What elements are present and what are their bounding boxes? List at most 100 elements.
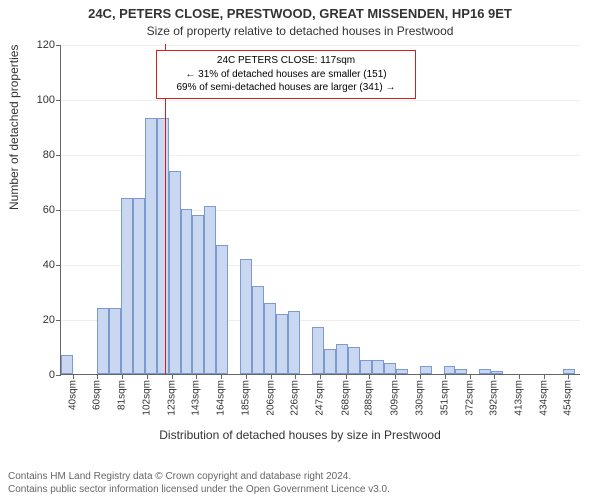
- x-tick-label: 164sqm: [216, 380, 227, 416]
- x-tick-mark: [147, 374, 148, 379]
- x-tick-label: 288sqm: [364, 380, 375, 416]
- histogram-bar: [157, 118, 169, 374]
- x-tick-mark: [246, 374, 247, 379]
- y-tick-label: 80: [43, 149, 55, 161]
- footer-line2: Contains public sector information licen…: [8, 483, 390, 496]
- x-tick-mark: [320, 374, 321, 379]
- x-tick-mark: [369, 374, 370, 379]
- histogram-bar: [396, 369, 408, 375]
- x-tick-mark: [73, 374, 74, 379]
- x-tick-label: 185sqm: [241, 380, 252, 416]
- gridline: [61, 45, 580, 46]
- x-tick-mark: [196, 374, 197, 379]
- x-tick-label: 434sqm: [538, 380, 549, 416]
- x-tick-label: 413sqm: [513, 380, 524, 416]
- x-tick-mark: [346, 374, 347, 379]
- histogram-bar: [61, 355, 73, 374]
- histogram-bar: [348, 347, 360, 375]
- x-tick-label: 123sqm: [167, 380, 178, 416]
- histogram-bar: [455, 369, 467, 375]
- x-tick-label: 330sqm: [414, 380, 425, 416]
- x-tick-label: 226sqm: [290, 380, 301, 416]
- gridline: [61, 155, 580, 156]
- plot-area: 02040608010012040sqm60sqm81sqm102sqm123s…: [60, 45, 580, 375]
- y-tick-mark: [56, 155, 61, 156]
- y-tick-mark: [56, 320, 61, 321]
- histogram-bar: [444, 366, 456, 374]
- x-tick-label: 392sqm: [488, 380, 499, 416]
- y-tick-mark: [56, 265, 61, 266]
- x-tick-mark: [172, 374, 173, 379]
- histogram-bar: [181, 209, 193, 374]
- histogram-bar: [169, 171, 181, 375]
- chart-title-line2: Size of property relative to detached ho…: [0, 24, 600, 38]
- x-tick-mark: [544, 374, 545, 379]
- x-tick-label: 40sqm: [67, 380, 78, 410]
- annotation-box: 24C PETERS CLOSE: 117sqm← 31% of detache…: [156, 50, 416, 99]
- y-tick-label: 40: [43, 259, 55, 271]
- histogram-bar: [360, 360, 372, 374]
- histogram-bar: [384, 363, 396, 374]
- x-tick-mark: [97, 374, 98, 379]
- histogram-bar: [420, 366, 432, 374]
- x-tick-mark: [395, 374, 396, 379]
- histogram-bar: [288, 311, 300, 374]
- y-tick-label: 20: [43, 314, 55, 326]
- histogram-bar: [276, 314, 288, 375]
- histogram-bar: [479, 369, 491, 375]
- footer-line1: Contains HM Land Registry data © Crown c…: [8, 470, 390, 483]
- histogram-bar: [97, 308, 109, 374]
- y-tick-mark: [56, 375, 61, 376]
- x-tick-label: 247sqm: [315, 380, 326, 416]
- x-tick-label: 102sqm: [142, 380, 153, 416]
- histogram-bar: [204, 206, 216, 374]
- histogram-bar: [109, 308, 121, 374]
- histogram-bar: [563, 369, 575, 375]
- histogram-bar: [324, 349, 336, 374]
- x-tick-mark: [445, 374, 446, 379]
- histogram-bar: [336, 344, 348, 374]
- x-tick-label: 81sqm: [116, 380, 127, 410]
- x-tick-mark: [519, 374, 520, 379]
- x-tick-label: 309sqm: [389, 380, 400, 416]
- histogram-bar: [312, 327, 324, 374]
- x-tick-mark: [295, 374, 296, 379]
- x-tick-mark: [221, 374, 222, 379]
- histogram-bar: [192, 215, 204, 375]
- y-axis-label: Number of detached properties: [7, 45, 21, 210]
- annotation-line: 69% of semi-detached houses are larger (…: [162, 81, 410, 95]
- x-tick-label: 206sqm: [266, 380, 277, 416]
- histogram-bar: [133, 198, 145, 374]
- gridline: [61, 100, 580, 101]
- x-tick-label: 372sqm: [464, 380, 475, 416]
- histogram-bar: [264, 303, 276, 375]
- x-tick-mark: [271, 374, 272, 379]
- footer-attribution: Contains HM Land Registry data © Crown c…: [8, 470, 390, 496]
- x-tick-label: 268sqm: [340, 380, 351, 416]
- histogram-bar: [491, 371, 503, 374]
- x-tick-mark: [494, 374, 495, 379]
- x-tick-label: 454sqm: [562, 380, 573, 416]
- x-tick-mark: [568, 374, 569, 379]
- y-tick-label: 120: [37, 39, 55, 51]
- x-tick-mark: [470, 374, 471, 379]
- histogram-bar: [121, 198, 133, 374]
- y-tick-label: 100: [37, 94, 55, 106]
- y-tick-mark: [56, 100, 61, 101]
- annotation-line: ← 31% of detached houses are smaller (15…: [162, 68, 410, 82]
- x-tick-label: 143sqm: [191, 380, 202, 416]
- x-tick-mark: [420, 374, 421, 379]
- histogram-bar: [240, 259, 252, 375]
- y-tick-label: 60: [43, 204, 55, 216]
- x-axis-label: Distribution of detached houses by size …: [0, 428, 600, 442]
- x-tick-label: 351sqm: [439, 380, 450, 416]
- chart-title-line1: 24C, PETERS CLOSE, PRESTWOOD, GREAT MISS…: [0, 6, 600, 21]
- annotation-line: 24C PETERS CLOSE: 117sqm: [162, 54, 410, 68]
- histogram-bar: [216, 245, 228, 374]
- histogram-bar: [252, 286, 264, 374]
- chart-container: 24C, PETERS CLOSE, PRESTWOOD, GREAT MISS…: [0, 0, 600, 500]
- x-tick-mark: [122, 374, 123, 379]
- y-tick-mark: [56, 210, 61, 211]
- histogram-bar: [372, 360, 384, 374]
- x-tick-label: 60sqm: [91, 380, 102, 410]
